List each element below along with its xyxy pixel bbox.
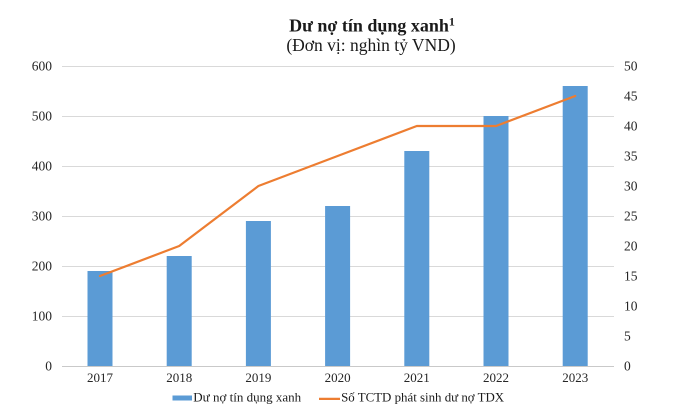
svg-text:2022: 2022 (483, 370, 509, 385)
svg-text:400: 400 (32, 159, 53, 174)
svg-text:30: 30 (624, 179, 638, 194)
svg-text:(Đơn vị: nghìn tỷ VND): (Đơn vị: nghìn tỷ VND) (286, 35, 456, 55)
svg-text:15: 15 (624, 269, 638, 284)
svg-text:0: 0 (624, 359, 631, 374)
svg-text:Dư nợ tín dụng xanh: Dư nợ tín dụng xanh (193, 389, 301, 404)
svg-text:300: 300 (32, 209, 53, 224)
svg-text:200: 200 (32, 259, 53, 274)
svg-text:5: 5 (624, 329, 631, 344)
svg-text:20: 20 (624, 239, 638, 254)
svg-text:40: 40 (624, 119, 638, 134)
svg-text:Dư nợ tín dụng xanh1: Dư nợ tín dụng xanh1 (289, 15, 455, 36)
svg-text:35: 35 (624, 149, 638, 164)
svg-text:2018: 2018 (166, 370, 192, 385)
svg-text:2019: 2019 (245, 370, 271, 385)
svg-text:Số TCTD phát sinh dư nợ TDX: Số TCTD phát sinh dư nợ TDX (341, 390, 505, 404)
svg-text:0: 0 (45, 359, 52, 374)
svg-text:500: 500 (32, 109, 53, 124)
svg-text:100: 100 (32, 309, 53, 324)
svg-text:2017: 2017 (87, 370, 114, 385)
svg-text:45: 45 (624, 89, 638, 104)
svg-text:2021: 2021 (404, 370, 430, 385)
svg-text:600: 600 (32, 59, 53, 74)
svg-text:50: 50 (624, 59, 638, 74)
svg-text:2023: 2023 (562, 370, 588, 385)
svg-text:2020: 2020 (325, 370, 351, 385)
svg-text:10: 10 (624, 299, 638, 314)
svg-text:25: 25 (624, 209, 638, 224)
